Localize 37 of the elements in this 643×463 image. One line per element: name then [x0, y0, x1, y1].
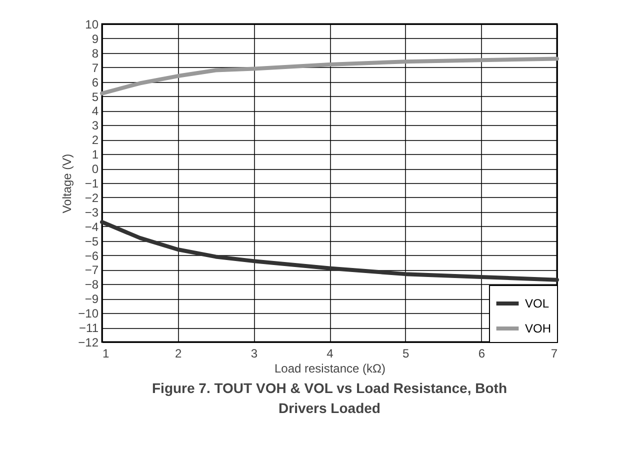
y-tick-label: −10 — [78, 306, 99, 321]
y-tick-label: −5 — [84, 234, 99, 248]
y-tick-label: 4 — [92, 104, 99, 118]
x-tick-label: 6 — [478, 346, 486, 360]
y-tick-label: 6 — [92, 75, 99, 90]
y-tick-label: −1 — [84, 176, 99, 190]
legend-label: VOH — [525, 322, 552, 336]
x-tick-label: 3 — [250, 346, 258, 360]
y-tick-label: 1 — [92, 148, 99, 162]
y-tick-label: −12 — [78, 336, 99, 350]
y-tick-label: 10 — [85, 18, 99, 32]
y-tick-label: 2 — [92, 133, 99, 148]
y-tick-label: −11 — [79, 321, 99, 336]
y-tick-label: −6 — [84, 248, 99, 263]
y-axis-title: Voltage (V) — [60, 154, 74, 214]
y-tick-label: 5 — [92, 90, 99, 104]
y-tick-label: −4 — [84, 220, 99, 234]
line-series — [100, 56, 559, 96]
y-tick-label: −2 — [84, 190, 99, 205]
x-axis-title: Load resistance (kΩ) — [274, 362, 386, 376]
y-tick-label: 0 — [92, 162, 99, 176]
x-tick-label: 5 — [402, 346, 410, 360]
legend-label: VOL — [525, 296, 550, 310]
x-tick-label: 7 — [550, 346, 558, 360]
y-tick-label: −7 — [84, 263, 99, 278]
y-tick-label: 9 — [92, 32, 99, 46]
y-tick-label: −8 — [84, 278, 99, 292]
y-tick-label: −3 — [84, 205, 99, 220]
y-tick-label: −9 — [84, 292, 99, 306]
x-tick-label: 4 — [326, 346, 334, 360]
y-tick-label: 7 — [92, 60, 99, 75]
y-tick-label: 3 — [92, 118, 99, 133]
text: Figure 7. TOUT VOH & VOL vs Load Resistance, Both Drivers Loaded — [152, 380, 507, 416]
y-tick-label: 8 — [92, 46, 99, 60]
line-series — [100, 220, 559, 282]
x-tick-label: 1 — [102, 346, 110, 360]
x-tick-label: 2 — [174, 346, 182, 360]
